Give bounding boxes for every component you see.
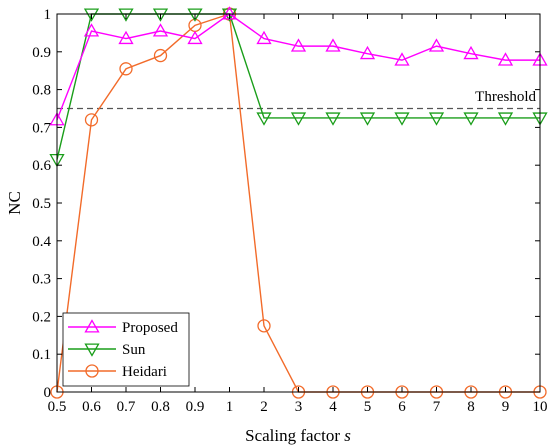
data-point-sun — [221, 8, 238, 22]
y-tick-label: 0.7 — [32, 120, 51, 136]
legend-item-sun: Sun — [68, 342, 146, 358]
y-tick-label: 0.5 — [32, 196, 51, 212]
y-tick-label: 1 — [44, 7, 52, 23]
legend-marker-heidari — [85, 364, 99, 378]
data-point-sun — [428, 112, 445, 126]
legend-item-heidari: Heidari — [68, 364, 167, 380]
data-point-sun — [394, 112, 410, 126]
threshold-label: Threshold — [475, 89, 536, 105]
data-point-sun — [290, 112, 307, 126]
x-tick-label: 0.6 — [82, 399, 101, 415]
legend: Proposed Sun Heidari — [62, 312, 190, 387]
data-point-sun — [463, 112, 479, 126]
y-axis-label: NC — [5, 191, 24, 215]
legend-label-sun: Sun — [122, 342, 146, 358]
x-tick-label: 0.9 — [186, 399, 205, 415]
series-line-proposed — [56, 13, 540, 121]
y-tick-label: 0.3 — [32, 272, 51, 288]
x-tick-label: 1 — [226, 399, 234, 415]
x-tick-label: 2 — [260, 399, 268, 415]
data-point-sun — [152, 8, 169, 22]
x-tick-label: 5 — [364, 399, 372, 415]
data-point-heidari — [119, 62, 133, 76]
data-point-sun — [497, 112, 514, 126]
data-point-sun — [83, 8, 100, 22]
legend-marker-sun — [84, 343, 100, 357]
data-point-proposed — [359, 45, 376, 60]
data-point-heidari — [153, 48, 168, 63]
x-tick-label: 3 — [295, 399, 303, 415]
data-point-proposed — [83, 23, 100, 37]
data-point-proposed — [325, 38, 341, 52]
y-tick-label: 0.2 — [32, 309, 51, 325]
y-tick-label: 0 — [44, 385, 52, 401]
data-point-heidari — [84, 113, 99, 127]
data-point-sun — [325, 112, 341, 126]
x-tick-label: 8 — [467, 399, 475, 415]
legend-label-heidari: Heidari — [122, 364, 167, 380]
legend-item-proposed: Proposed — [68, 319, 178, 336]
x-tick-label: 4 — [329, 399, 337, 415]
data-point-proposed — [152, 23, 169, 37]
data-point-sun — [359, 112, 376, 126]
x-tick-label: 9 — [502, 399, 510, 415]
x-axis-label-variable: s — [344, 426, 351, 445]
x-tick-label: 0.8 — [151, 399, 170, 415]
y-tick-label: 0.8 — [32, 83, 51, 99]
data-point-heidari — [257, 319, 271, 333]
data-point-proposed — [428, 38, 445, 52]
y-tick-label: 0.9 — [32, 45, 51, 61]
x-tick-label: 10 — [533, 399, 548, 415]
x-tick-label: 0.7 — [117, 399, 136, 415]
y-tick-label: 0.1 — [32, 347, 51, 363]
y-tick-label: 0.6 — [32, 158, 51, 174]
data-point-proposed — [256, 30, 272, 45]
data-point-proposed — [187, 30, 203, 45]
x-tick-label: 0.5 — [48, 399, 67, 415]
data-point-sun — [187, 8, 203, 22]
data-point-proposed — [118, 30, 134, 45]
x-tick-label: 7 — [433, 399, 441, 415]
data-point-proposed — [463, 45, 479, 60]
x-axis-label: Scaling factor s — [245, 426, 351, 445]
x-tick-label: 6 — [398, 399, 406, 415]
legend-marker-proposed — [84, 319, 100, 333]
data-point-proposed — [394, 52, 410, 66]
data-point-sun — [256, 112, 272, 126]
data-point-proposed — [290, 38, 307, 52]
y-tick-label: 0.4 — [32, 234, 51, 250]
x-axis-label-main: Scaling factor — [245, 426, 340, 445]
legend-label-proposed: Proposed — [122, 320, 178, 336]
data-point-proposed — [497, 52, 514, 66]
series-proposed — [49, 6, 548, 126]
data-point-sun — [118, 8, 134, 22]
